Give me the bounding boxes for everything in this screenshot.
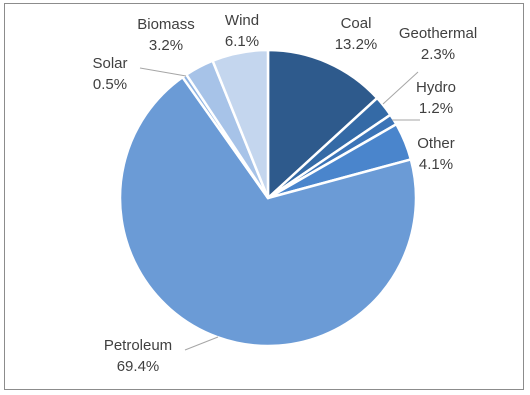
slice-label-hydro: Hydro xyxy=(416,79,456,96)
slice-value-petroleum: 69.4% xyxy=(117,358,160,375)
slice-label-coal: Coal xyxy=(341,15,372,32)
slice-label-geothermal: Geothermal xyxy=(399,25,477,42)
slice-value-other: 4.1% xyxy=(419,156,453,173)
slice-value-solar: 0.5% xyxy=(93,76,127,93)
slice-label-wind: Wind xyxy=(225,12,259,29)
slice-value-geothermal: 2.3% xyxy=(421,46,455,63)
slice-value-wind: 6.1% xyxy=(225,33,259,50)
pie-slice-wind xyxy=(211,48,270,200)
leader-line-petroleum xyxy=(184,336,219,351)
slice-label-petroleum: Petroleum xyxy=(104,337,172,354)
leader-line-geothermal xyxy=(382,71,419,105)
slice-value-hydro: 1.2% xyxy=(419,100,453,117)
slice-value-coal: 13.2% xyxy=(335,36,378,53)
slice-label-other: Other xyxy=(417,135,455,152)
slice-value-biomass: 3.2% xyxy=(149,37,183,54)
slice-label-biomass: Biomass xyxy=(137,16,195,33)
leader-line-solar xyxy=(139,67,187,77)
slice-label-solar: Solar xyxy=(92,55,127,72)
pie-slice-coal xyxy=(266,48,379,200)
